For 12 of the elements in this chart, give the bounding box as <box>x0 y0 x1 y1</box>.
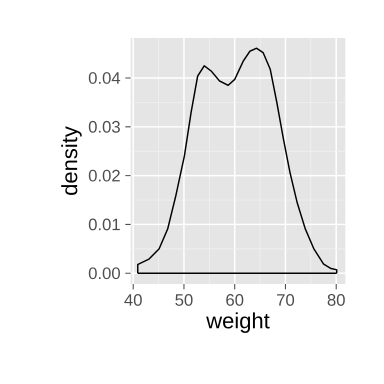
y-tick-label: 0.04 <box>88 72 120 84</box>
x-tick-label: 40 <box>124 294 142 306</box>
x-tick-label: 70 <box>277 294 294 306</box>
y-tick-label: 0.00 <box>88 267 120 280</box>
y-tick-label: 0.02 <box>88 170 120 182</box>
x-tick-label: 50 <box>175 294 193 306</box>
y-axis-title: density <box>61 126 82 195</box>
y-tick-label: 0.01 <box>88 218 120 230</box>
x-tick-label: 60 <box>226 294 244 306</box>
x-tick-label: 80 <box>328 294 345 306</box>
x-axis-title: weight <box>206 312 270 333</box>
y-tick-label: 0.03 <box>88 120 120 133</box>
